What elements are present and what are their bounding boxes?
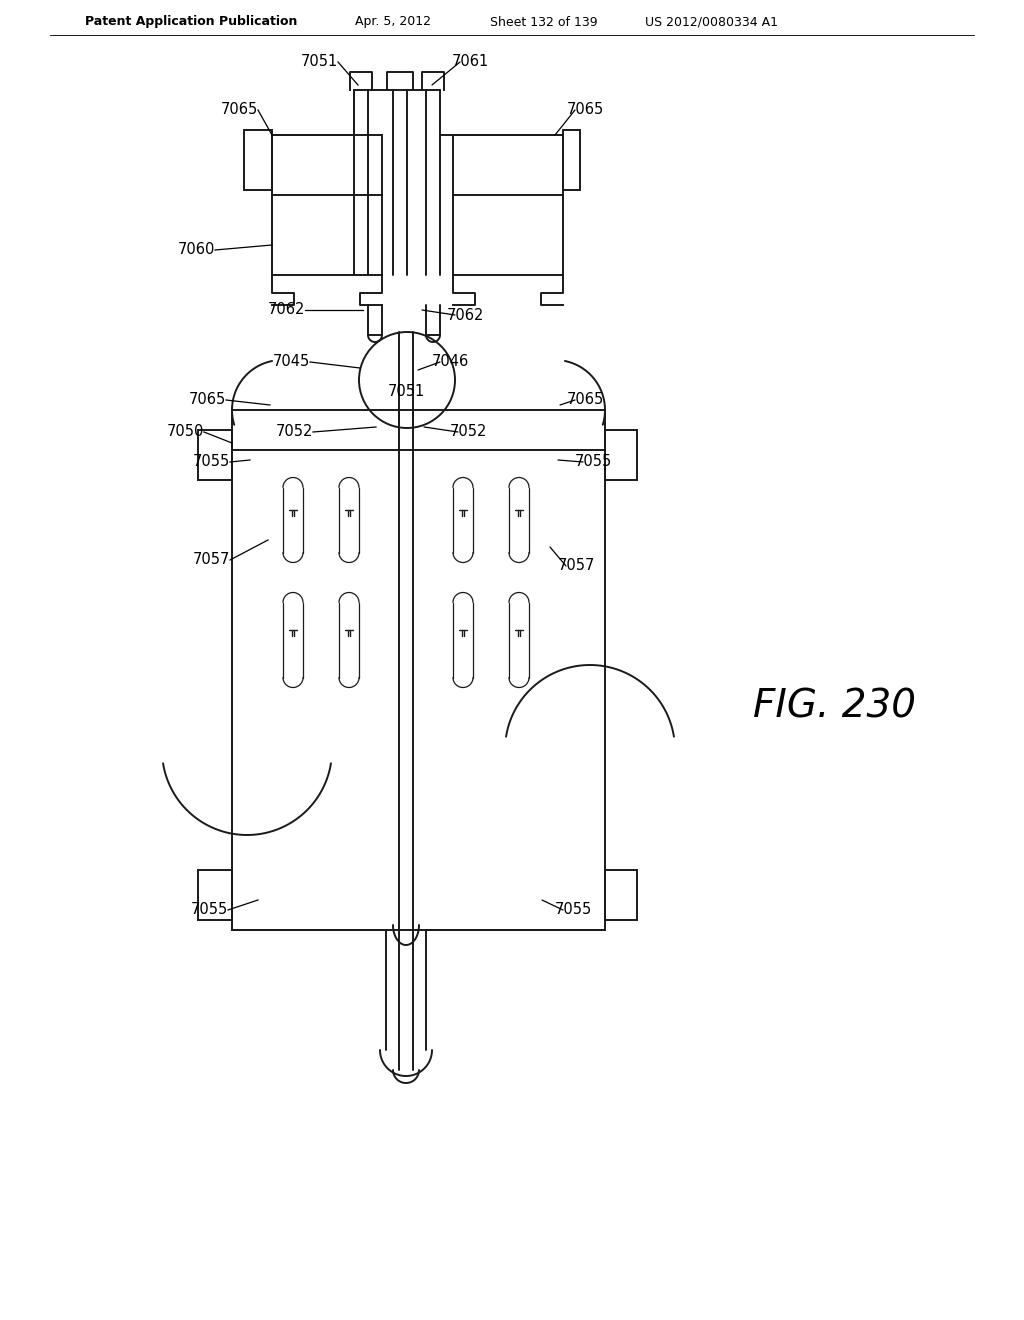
Text: Apr. 5, 2012: Apr. 5, 2012 [355,16,431,29]
Text: Sheet 132 of 139: Sheet 132 of 139 [490,16,598,29]
Bar [605,870,637,920]
Text: 7062: 7062 [447,308,484,322]
Text: 7052: 7052 [450,425,487,440]
Bar [272,135,382,275]
Text: 7052: 7052 [275,425,313,440]
Text: 7065: 7065 [567,103,604,117]
Bar [453,135,563,275]
Text: 7055: 7055 [575,454,612,470]
Text: 7045: 7045 [272,355,310,370]
Text: US 2012/0080334 A1: US 2012/0080334 A1 [645,16,778,29]
Text: Patent Application Publication: Patent Application Publication [85,16,297,29]
Bar [232,411,605,931]
Text: 7051: 7051 [388,384,425,400]
Text: 7065: 7065 [221,103,258,117]
Bar [605,430,637,480]
Text: 7065: 7065 [567,392,604,408]
Text: 7050: 7050 [167,425,204,440]
Bar [198,430,232,480]
Text: 7046: 7046 [432,355,469,370]
Text: 7055: 7055 [555,903,592,917]
Text: 7057: 7057 [558,558,595,573]
Text: 7065: 7065 [188,392,226,408]
Bar [198,870,232,920]
Text: 7055: 7055 [193,454,230,470]
Text: FIG. 230: FIG. 230 [753,688,915,725]
Text: 7051: 7051 [301,54,338,70]
Text: 7057: 7057 [193,553,230,568]
Bar [563,129,580,190]
Text: 7061: 7061 [452,54,489,70]
Text: 7060: 7060 [177,243,215,257]
Bar [244,129,272,190]
Text: 7062: 7062 [267,302,305,318]
Text: 7055: 7055 [190,903,228,917]
